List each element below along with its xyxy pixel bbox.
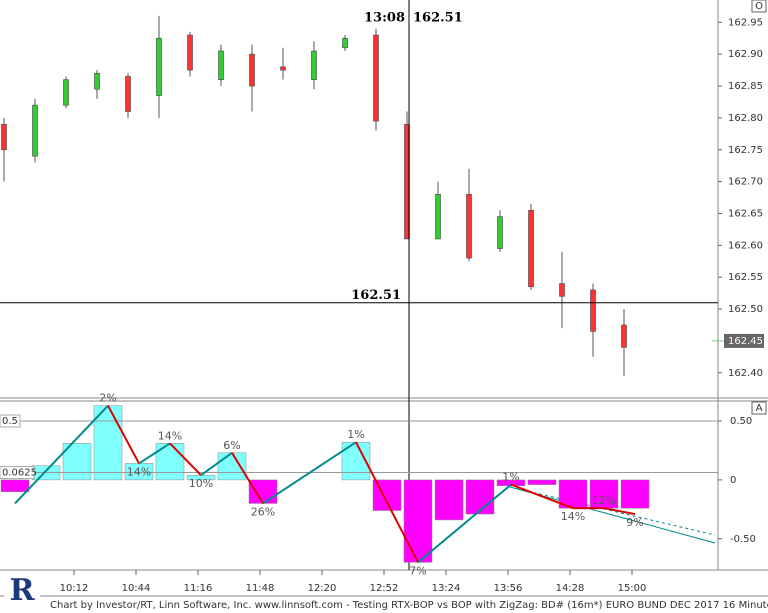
y-tick-label: -0.50 <box>730 534 756 545</box>
candle-body <box>63 79 69 106</box>
bar <box>558 479 588 509</box>
candle-body <box>94 72 100 90</box>
last-price-label: 162.45 <box>728 336 763 347</box>
candle-body <box>280 66 286 71</box>
zigzag-label: 2% <box>99 392 116 405</box>
zigzag-leg <box>417 483 512 564</box>
zigzag-leg <box>262 441 357 505</box>
y-tick-label: 162.90 <box>728 49 763 60</box>
level-box <box>0 414 21 428</box>
x-tick-label: 15:00 <box>618 583 647 594</box>
zigzag-label: 14% <box>158 429 182 442</box>
crosshair-price: 162.51 <box>413 11 463 26</box>
y-tick-label: 162.95 <box>728 17 763 28</box>
candle-body <box>342 37 348 49</box>
y-tick-label: 162.40 <box>728 368 763 379</box>
bar <box>465 479 495 515</box>
footer: Chart by Investor/RT, Linn Software, Inc… <box>50 600 768 611</box>
x-tick-label: 11:48 <box>246 583 275 594</box>
bar <box>93 405 123 481</box>
zigzag-leg <box>603 507 636 516</box>
candle-body <box>32 104 38 157</box>
zigzag-leg <box>510 483 574 510</box>
zigzag-label: 1% <box>502 471 519 484</box>
trend-line <box>509 486 716 536</box>
logo-box <box>4 574 40 610</box>
zigzag-leg <box>200 452 233 477</box>
candle-body <box>125 76 131 112</box>
zigzag-label: 10% <box>189 477 213 490</box>
bar <box>434 479 464 521</box>
zigzag-leg <box>107 405 140 464</box>
y-tick-label: 0 <box>730 475 736 486</box>
candle-body <box>311 50 317 80</box>
panel-button[interactable] <box>751 401 767 415</box>
bar <box>217 452 247 481</box>
x-tick-label: 12:52 <box>370 583 399 594</box>
crosshair-price: 162.51 <box>351 288 401 303</box>
candle-body <box>590 289 596 332</box>
panel-button[interactable] <box>751 0 767 13</box>
bar <box>0 479 30 492</box>
zigzag-leg <box>138 442 171 465</box>
candle-body <box>497 216 503 249</box>
candle-body <box>466 194 472 259</box>
y-tick-label: 162.70 <box>728 177 763 188</box>
zigzag-label: 14% <box>127 465 151 478</box>
zigzag-label: 26% <box>251 505 275 518</box>
zigzag-leg <box>14 405 109 505</box>
bar <box>403 479 433 563</box>
x-tick-label: 10:12 <box>60 583 89 594</box>
candle-body <box>1 123 7 151</box>
x-tick-label: 13:24 <box>432 583 461 594</box>
y-tick-label: 162.60 <box>728 240 763 251</box>
panel-button-label[interactable]: O <box>755 1 763 12</box>
last-price-box <box>724 333 764 348</box>
y-tick-label: 162.50 <box>728 304 763 315</box>
x-tick-label: 14:28 <box>556 583 585 594</box>
zigzag-label: 14% <box>561 510 585 523</box>
x-tick-label: 12:20 <box>308 583 337 594</box>
zigzag-leg <box>231 452 264 504</box>
candle-body <box>187 34 193 71</box>
bar <box>248 479 278 504</box>
zigzag-label: 6% <box>223 439 240 452</box>
bar <box>589 479 619 509</box>
y-tick-label: 162.80 <box>728 113 763 124</box>
level-label: 0.0625 <box>2 468 37 479</box>
zigzag-label: 9% <box>626 516 643 529</box>
y-tick-label: 162.75 <box>728 145 763 156</box>
y-tick-label: 162.55 <box>728 272 763 283</box>
candle-body <box>435 194 441 240</box>
zigzag-label: 12% <box>592 494 616 507</box>
y-tick-label: 162.65 <box>728 208 763 219</box>
candle-body <box>373 34 379 122</box>
zigzag-label: 1% <box>347 428 364 441</box>
candle-body <box>559 283 565 297</box>
x-tick-label: 11:16 <box>184 583 213 594</box>
zigzag-leg <box>355 441 419 563</box>
logo: R <box>10 573 36 608</box>
bar <box>620 479 650 509</box>
level-box <box>0 466 35 480</box>
candle-body <box>156 37 162 96</box>
zigzag-leg <box>169 442 202 476</box>
x-tick-label: 13:56 <box>494 583 523 594</box>
candle-body <box>249 53 255 87</box>
candle-body <box>528 209 534 288</box>
level-label: 0.5 <box>2 416 18 427</box>
zigzag-label: 7% <box>409 564 426 577</box>
panel-button-label[interactable]: A <box>756 403 763 414</box>
y-tick-label: 162.85 <box>728 81 763 92</box>
bar <box>527 479 557 485</box>
candle-body <box>218 50 224 80</box>
x-tick-label: 10:44 <box>122 583 151 594</box>
candle-body <box>621 324 627 348</box>
crosshair-time: 13:08 <box>364 11 405 26</box>
y-tick-label: 0.50 <box>730 416 752 427</box>
